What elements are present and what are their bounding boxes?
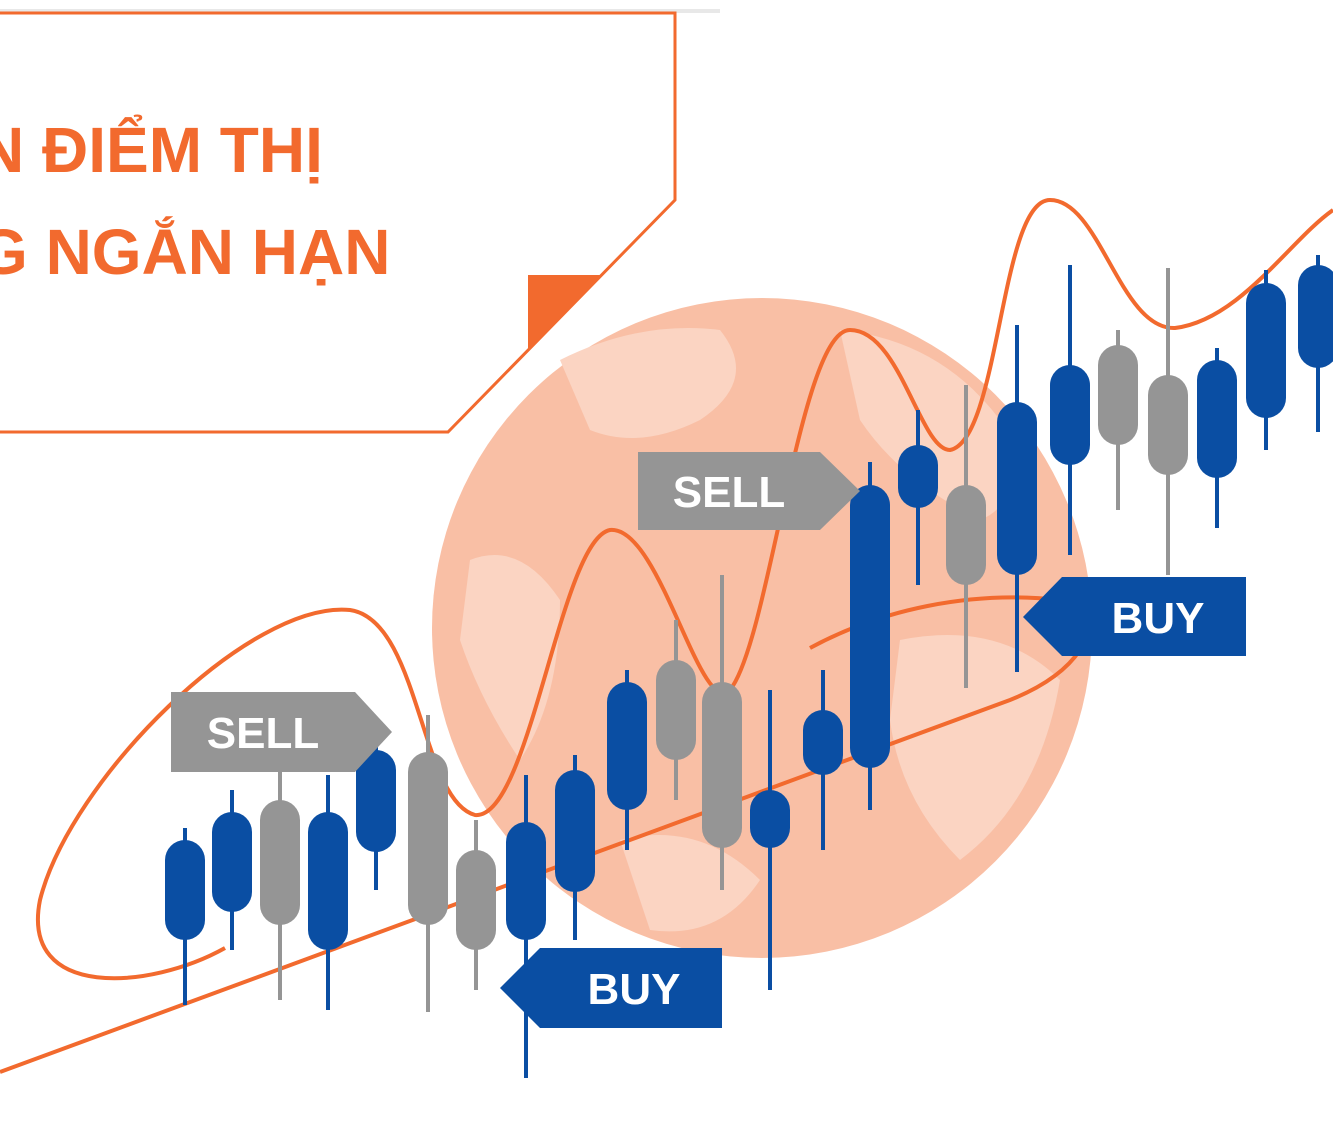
candle-body	[408, 752, 448, 925]
candle-body	[1197, 360, 1237, 478]
tag-label: SELL	[673, 468, 785, 517]
landmass	[890, 635, 1060, 860]
candle-body	[506, 822, 546, 940]
candle-body	[260, 800, 300, 925]
candle-body	[212, 812, 252, 912]
candle-body	[308, 812, 348, 950]
tag-shape	[638, 452, 860, 530]
candle-body	[165, 840, 205, 940]
average-line	[809, 595, 1061, 650]
sell-tag: SELL	[638, 452, 860, 530]
buy-tag: BUY	[500, 948, 722, 1028]
candle-body	[803, 710, 843, 775]
candle-body	[898, 445, 938, 508]
buy-tag: BUY	[1023, 577, 1246, 656]
title-accent	[528, 275, 603, 352]
landmass	[620, 835, 760, 932]
candle-body	[1098, 345, 1138, 445]
wave-line	[36, 197, 1333, 981]
candle-body	[356, 750, 396, 852]
candle-body	[850, 485, 890, 768]
candle-body	[1050, 365, 1090, 465]
tag-shape	[1023, 577, 1246, 656]
trend-line	[0, 648, 1082, 1074]
candlesticks	[165, 255, 1333, 1078]
candle-body	[997, 402, 1037, 575]
candle-body	[1298, 265, 1333, 368]
tag-label: BUY	[1112, 594, 1205, 643]
title-line: N ĐIỂM THỊ	[0, 113, 323, 186]
candle-body	[1148, 375, 1188, 475]
tag-shape	[171, 692, 392, 772]
candle-body	[946, 485, 986, 585]
candle-body	[1246, 283, 1286, 418]
tag-label: BUY	[588, 965, 681, 1014]
indicator-lines	[0, 197, 1333, 1074]
candle-body	[555, 770, 595, 892]
sell-tag: SELL	[171, 692, 392, 772]
tag-shape	[500, 948, 722, 1028]
candle-body	[750, 790, 790, 848]
title-line: G NGẮN HẠN	[0, 215, 390, 288]
candle-body	[656, 660, 696, 760]
landmass	[560, 328, 736, 438]
tag-label: SELL	[207, 709, 319, 758]
candle-body	[456, 850, 496, 950]
candle-body	[702, 682, 742, 848]
candle-body	[607, 682, 647, 810]
